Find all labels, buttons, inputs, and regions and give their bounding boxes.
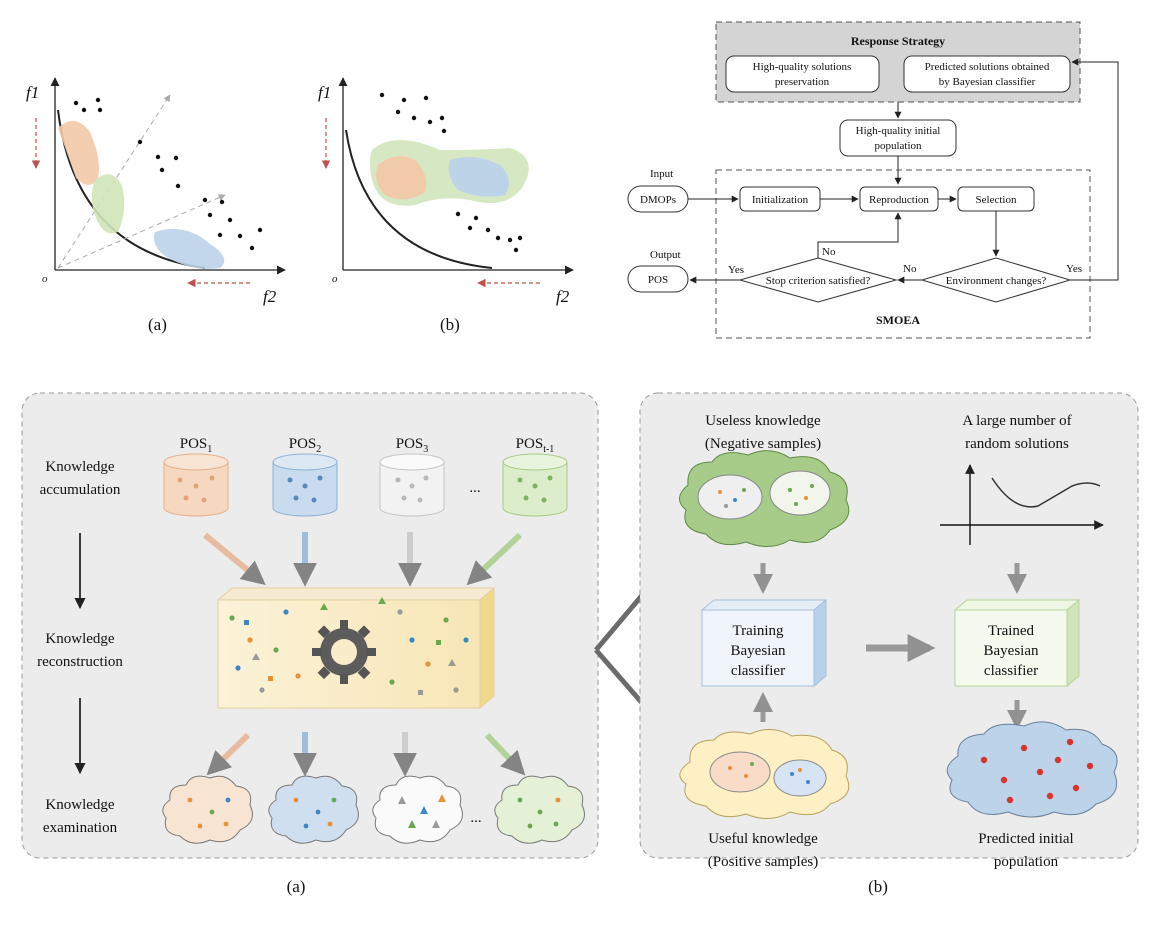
training-box: Training Bayesian classifier bbox=[700, 598, 828, 688]
smoea-label: SMOEA bbox=[876, 313, 920, 327]
dots-bottom: ... bbox=[470, 810, 481, 826]
caption-top-a: (a) bbox=[148, 315, 167, 334]
predicted-text-2: population bbox=[994, 854, 1059, 870]
panel-b: Useless knowledge (Negative samples) A l… bbox=[639, 392, 1139, 896]
pos4-label: POSt-1 bbox=[516, 436, 555, 455]
dmops-text: DMOPs bbox=[640, 194, 676, 206]
blue-region bbox=[153, 228, 225, 269]
row3-text-1: Knowledge bbox=[45, 797, 114, 813]
gear-icon bbox=[312, 620, 376, 684]
smoea-box bbox=[715, 169, 1091, 339]
row1-text-2: accumulation bbox=[40, 482, 121, 498]
trained-text-1: Trained bbox=[988, 623, 1035, 639]
pos1-label: POS1 bbox=[180, 436, 213, 455]
axis-f1-label-b: f1 bbox=[318, 83, 331, 102]
stop-text: Stop criterion satisfied? bbox=[766, 275, 871, 287]
init-pop-text-2: population bbox=[874, 140, 922, 152]
green-region bbox=[91, 174, 125, 234]
cloud-orange bbox=[162, 775, 253, 844]
row2-text-2: reconstruction bbox=[37, 654, 123, 670]
trained-box: Trained Bayesian classifier bbox=[953, 598, 1081, 688]
dots-top: ... bbox=[469, 480, 480, 496]
trained-text-2: Bayesian bbox=[984, 643, 1039, 659]
predicted-cloud bbox=[946, 721, 1118, 818]
preservation-text-2: preservation bbox=[775, 76, 830, 88]
init-pop-text-1: High-quality initial bbox=[856, 125, 941, 137]
cylinder-pos3 bbox=[379, 453, 445, 517]
response-title: Response Strategy bbox=[851, 34, 945, 48]
training-text-1: Training bbox=[732, 623, 784, 639]
row3-text-2: examination bbox=[43, 820, 118, 836]
orange-region bbox=[58, 120, 99, 185]
caption-panel-b: (b) bbox=[868, 877, 888, 896]
yes-left: Yes bbox=[728, 264, 744, 276]
reproduction-text: Reproduction bbox=[869, 194, 929, 206]
random-text-2: random solutions bbox=[965, 436, 1069, 452]
origin-label: o bbox=[42, 273, 48, 285]
selection-text: Selection bbox=[976, 194, 1017, 206]
panel-a: Knowledge accumulation Knowledge reconst… bbox=[21, 392, 599, 896]
plot-a: f1 f2 o (a) bbox=[26, 77, 286, 334]
predicted-text-1: Predicted initial bbox=[978, 831, 1073, 847]
useless-text-2: (Negative samples) bbox=[705, 436, 821, 452]
caption-top-b: (b) bbox=[440, 315, 460, 334]
cylinder-pos2 bbox=[272, 453, 338, 517]
training-text-2: Bayesian bbox=[731, 643, 786, 659]
cloud-white bbox=[372, 775, 463, 844]
random-text-1: A large number of bbox=[962, 413, 1071, 429]
useless-cloud bbox=[679, 450, 850, 547]
useful-text-2: (Positive samples) bbox=[708, 854, 818, 870]
useful-text-1: Useful knowledge bbox=[708, 831, 818, 847]
output-label: Output bbox=[650, 249, 681, 261]
row2-text-1: Knowledge bbox=[45, 631, 114, 647]
axis-f2-label: f2 bbox=[263, 287, 277, 306]
env-text: Environment changes? bbox=[946, 275, 1047, 287]
flowchart: Response Strategy High-quality solutions… bbox=[627, 21, 1119, 339]
preservation-text-1: High-quality solutions bbox=[753, 61, 852, 73]
initialization-text: Initialization bbox=[752, 194, 809, 206]
pos-box bbox=[627, 265, 689, 293]
pos2-label: POS2 bbox=[289, 436, 322, 455]
predicted-text-2: by Bayesian classifier bbox=[939, 76, 1036, 88]
cloud-green bbox=[494, 775, 585, 844]
axis-f2-label-b: f2 bbox=[556, 287, 570, 306]
plot-b: f1 f2 o (b) bbox=[318, 77, 574, 334]
yes-right: Yes bbox=[1066, 263, 1082, 275]
row1-text-1: Knowledge bbox=[45, 459, 114, 475]
useful-cloud bbox=[679, 729, 850, 819]
training-text-3: classifier bbox=[731, 663, 785, 679]
predicted-box bbox=[903, 55, 1071, 93]
cloud-blue bbox=[268, 775, 359, 844]
useless-text-1: Useless knowledge bbox=[705, 413, 821, 429]
reconstruction-box bbox=[216, 586, 496, 710]
input-label: Input bbox=[650, 168, 673, 180]
no-mid: No bbox=[903, 263, 917, 275]
pareto-front-b bbox=[345, 129, 493, 269]
preservation-box bbox=[725, 55, 880, 93]
pos-text: POS bbox=[648, 274, 668, 286]
no-top: No bbox=[822, 246, 836, 258]
origin-label-b: o bbox=[332, 273, 338, 285]
trained-text-3: classifier bbox=[984, 663, 1038, 679]
predicted-text-1: Predicted solutions obtained bbox=[925, 61, 1050, 73]
pos3-label: POS3 bbox=[396, 436, 429, 455]
stop-diamond bbox=[738, 257, 898, 303]
axis-f1-label: f1 bbox=[26, 83, 39, 102]
cylinder-pos4 bbox=[502, 453, 568, 517]
caption-panel-a: (a) bbox=[287, 877, 306, 896]
random-solutions-plot bbox=[940, 464, 1104, 545]
